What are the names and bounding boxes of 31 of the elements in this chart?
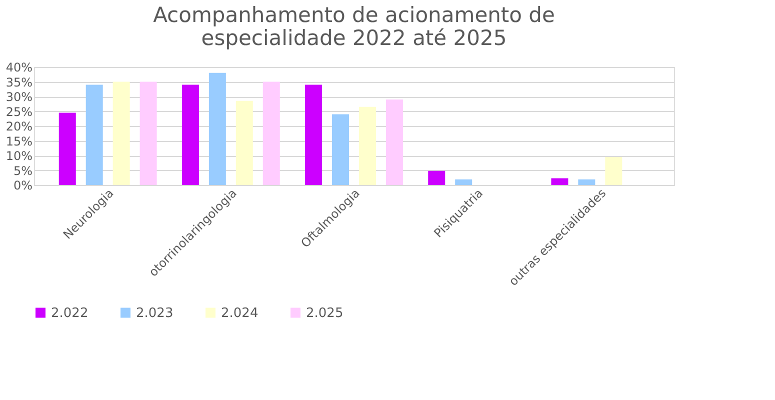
bar (578, 179, 596, 185)
legend-label: 2.024 (221, 306, 258, 321)
bar (358, 106, 376, 185)
bar (262, 82, 280, 185)
bar (386, 99, 403, 185)
bar (605, 156, 622, 185)
bar (58, 112, 76, 185)
bar (236, 100, 253, 185)
y-tick-label: 5% (13, 164, 32, 178)
y-tick-label: 25% (6, 104, 32, 119)
bar (551, 178, 568, 185)
y-tick-label: 15% (6, 134, 32, 148)
y-tick-label: 10% (6, 149, 32, 163)
y-tick-label: 40% (6, 60, 32, 74)
legend-label: 2.022 (51, 306, 88, 321)
legend-label: 2.023 (136, 306, 174, 321)
chart-title: Acompanhamento de acionamento de especialidade 2022 até 2025 (153, 3, 555, 50)
y-tick-label: 35% (6, 75, 32, 90)
y-tick-label: 30% (6, 90, 32, 104)
legend-label: 2.025 (306, 306, 344, 321)
y-tick-label: 0% (13, 178, 32, 192)
bar (305, 84, 322, 185)
bar (332, 114, 350, 185)
bar (182, 84, 199, 185)
bar (208, 72, 226, 185)
bar (455, 179, 472, 185)
bar (112, 82, 130, 185)
y-tick-label: 20% (6, 120, 32, 134)
bar (140, 82, 157, 185)
bar (428, 170, 446, 185)
bar (86, 84, 103, 185)
